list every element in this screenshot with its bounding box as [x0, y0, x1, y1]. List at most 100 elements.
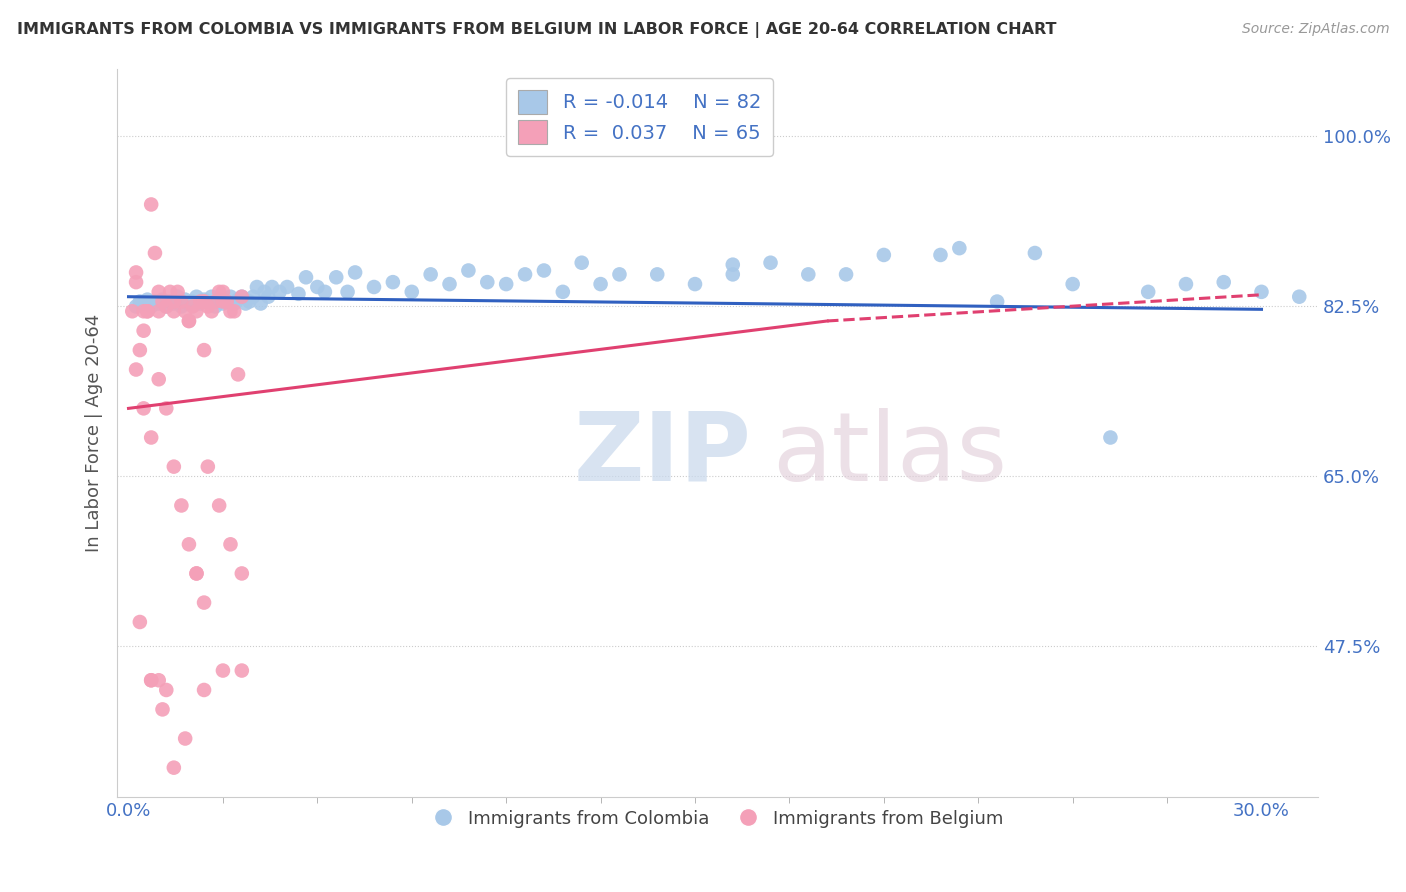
Y-axis label: In Labor Force | Age 20-64: In Labor Force | Age 20-64 [86, 313, 103, 552]
Text: ZIP: ZIP [574, 408, 751, 501]
Point [132, 401, 155, 416]
Point [226, 293, 249, 307]
Point [645, 268, 668, 282]
Point [121, 304, 143, 318]
Point [155, 683, 177, 698]
Point [238, 294, 260, 309]
Point [797, 268, 820, 282]
Point [212, 296, 235, 310]
Point [174, 293, 197, 307]
Point [170, 300, 193, 314]
Point [193, 293, 215, 307]
Point [439, 277, 461, 291]
Point [193, 596, 215, 610]
Point [193, 294, 215, 309]
Point [128, 343, 150, 358]
Point [152, 293, 174, 307]
Point [1099, 430, 1122, 444]
Point [419, 268, 441, 282]
Point [148, 304, 170, 318]
Point [215, 294, 238, 309]
Point [1024, 246, 1046, 260]
Point [155, 300, 177, 314]
Point [125, 265, 148, 279]
Point [148, 285, 170, 299]
Point [188, 294, 211, 309]
Point [193, 294, 215, 309]
Point [155, 300, 177, 314]
Point [683, 277, 706, 291]
Point [571, 256, 593, 270]
Point [231, 566, 253, 581]
Point [136, 304, 159, 318]
Point [873, 248, 896, 262]
Point [125, 275, 148, 289]
Point [242, 290, 264, 304]
Point [170, 499, 193, 513]
Point [174, 304, 197, 318]
Text: Source: ZipAtlas.com: Source: ZipAtlas.com [1241, 22, 1389, 37]
Point [125, 300, 148, 314]
Point [226, 368, 249, 382]
Point [155, 401, 177, 416]
Point [148, 372, 170, 386]
Point [152, 294, 174, 309]
Point [174, 731, 197, 746]
Point [132, 304, 155, 318]
Point [231, 290, 253, 304]
Point [287, 286, 309, 301]
Point [148, 673, 170, 688]
Point [163, 761, 186, 775]
Point [177, 314, 200, 328]
Point [186, 566, 208, 581]
Point [152, 702, 174, 716]
Point [201, 290, 224, 304]
Point [1174, 277, 1197, 291]
Point [219, 537, 242, 551]
Point [551, 285, 574, 299]
Point [136, 304, 159, 318]
Point [132, 296, 155, 310]
Point [208, 293, 231, 307]
Point [269, 285, 291, 299]
Point [929, 248, 952, 262]
Point [401, 285, 423, 299]
Point [363, 280, 385, 294]
Point [314, 285, 336, 299]
Point [148, 296, 170, 310]
Text: atlas: atlas [772, 408, 1007, 501]
Point [224, 304, 246, 318]
Point [495, 277, 517, 291]
Point [197, 459, 219, 474]
Point [835, 268, 858, 282]
Point [721, 258, 744, 272]
Point [170, 294, 193, 309]
Point [344, 265, 367, 279]
Point [231, 664, 253, 678]
Point [166, 285, 188, 299]
Point [166, 290, 188, 304]
Point [181, 294, 204, 309]
Point [163, 304, 186, 318]
Point [197, 300, 219, 314]
Point [132, 324, 155, 338]
Point [163, 459, 186, 474]
Point [141, 673, 163, 688]
Point [609, 268, 631, 282]
Point [125, 362, 148, 376]
Point [336, 285, 359, 299]
Point [533, 263, 555, 277]
Point [208, 499, 231, 513]
Point [231, 290, 253, 304]
Point [219, 290, 242, 304]
Point [141, 300, 163, 314]
Point [253, 285, 276, 299]
Point [159, 285, 181, 299]
Point [212, 664, 235, 678]
Point [197, 294, 219, 309]
Point [224, 296, 246, 310]
Point [477, 275, 499, 289]
Point [260, 280, 283, 294]
Point [235, 296, 257, 310]
Point [219, 304, 242, 318]
